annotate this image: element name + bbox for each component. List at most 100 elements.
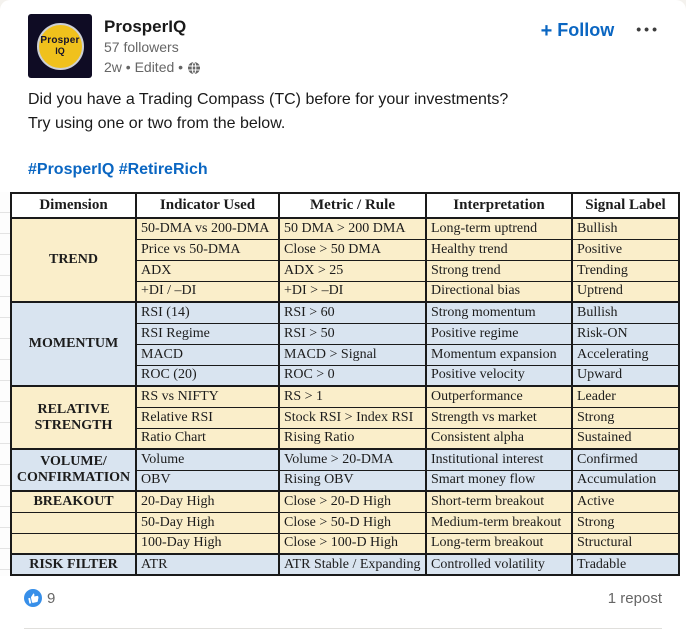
table-cell: Uptrend <box>571 280 680 303</box>
author-name[interactable]: ProsperIQ <box>104 17 187 36</box>
table-cell: Strength vs market <box>425 406 573 429</box>
table-row: RISK FILTER ATR ATR Stable / Expanding Cont… <box>10 553 680 576</box>
table-cell: Leader <box>571 385 680 408</box>
table-cell: Positive velocity <box>425 364 573 387</box>
trading-compass-table: Dimension Indicator Used Metric / Rule Inte… <box>10 192 680 576</box>
follow-button[interactable]: + Follow <box>541 20 615 41</box>
column-header: Dimension <box>10 192 137 219</box>
plus-icon: + <box>540 19 553 42</box>
logo-text: Prosper <box>40 35 80 46</box>
table-row: VOLUME/ CONFIRMATION Volume Volume > 20-DM… <box>10 448 680 492</box>
table-body: TREND 50-DMA vs 200-DMA 50 DMA > 200 DMA Lo… <box>10 217 680 576</box>
table-cell: Tradable <box>571 553 680 576</box>
table-cell: Close > 50 DMA <box>278 238 427 261</box>
table-cell: Ratio Chart <box>135 427 280 450</box>
table-cell: ROC (20) <box>135 364 280 387</box>
post-meta: 2w • Edited • <box>104 58 541 77</box>
table-cell: Close > 100-D High <box>278 532 427 555</box>
table-cell: Active <box>571 490 680 513</box>
post-image-trading-compass-table[interactable]: Dimension Indicator Used Metric / Rule Inte… <box>0 192 680 576</box>
table-row: OBV Rising OBV Smart money flow Accumulatio… <box>11 469 680 492</box>
table-cell: Positive regime <box>425 322 573 345</box>
avatar[interactable]: Prosper IQ <box>28 14 92 78</box>
table-cell: Risk-ON <box>571 322 680 345</box>
table-cell: Medium-term breakout <box>425 511 573 534</box>
table-row: Ratio Chart Rising Ratio Consistent alpha S… <box>11 427 680 450</box>
table-cell: Bullish <box>571 217 680 240</box>
table-row: RSI Regime RSI > 50 Positive regime Risk-ON <box>11 322 680 345</box>
table-row: 50-Day High Close > 50-D High Medium-term … <box>10 511 680 534</box>
table-row: MOMENTUM RSI (14) RSI > 60 Strong momentum B… <box>10 301 680 387</box>
table-cell: Outperformance <box>425 385 573 408</box>
table-cell: Healthy trend <box>425 238 573 261</box>
table-cell: Trending <box>571 259 680 282</box>
more-options-icon[interactable]: ••• <box>636 21 660 37</box>
table-cell: 20-Day High <box>135 490 280 513</box>
repost-count[interactable]: 1 repost <box>607 589 662 607</box>
table-row: MACD MACD > Signal Momentum expansion Accel… <box>11 343 680 366</box>
dimension-cell: TREND <box>10 217 137 303</box>
table-cell: Directional bias <box>425 280 573 303</box>
prosperiq-logo: Prosper IQ <box>36 22 84 70</box>
table-cell: ROC > 0 <box>278 364 427 387</box>
table-cell: ADX <box>135 259 280 282</box>
table-cell: Sustained <box>571 427 680 450</box>
table-cell: Rising Ratio <box>278 427 427 450</box>
table-cell: Accumulation <box>571 469 680 492</box>
table-cell: Stock RSI > Index RSI <box>278 406 427 429</box>
column-header: Interpretation <box>425 192 573 219</box>
table-cell: Positive <box>571 238 680 261</box>
table-cell: +DI > –DI <box>278 280 427 303</box>
table-cell: Strong trend <box>425 259 573 282</box>
thumbs-up-icon <box>27 592 38 604</box>
table-cell: Price vs 50-DMA <box>135 238 280 261</box>
post-age-edited: 2w • Edited • <box>104 59 184 75</box>
table-cell: Close > 50-D High <box>278 511 427 534</box>
post-body-line: Did you have a Trading Compass (TC) befo… <box>28 91 509 108</box>
post-header: Prosper IQ ProsperIQ 57 followers 2w • E… <box>0 0 686 78</box>
dimension-cell <box>10 532 137 555</box>
post-body: Did you have a Trading Compass (TC) befo… <box>0 78 686 136</box>
follow-label: Follow <box>557 20 615 40</box>
table-cell: 50-Day High <box>135 511 280 534</box>
table-cell: Upward <box>571 364 680 387</box>
table-cell: RSI > 50 <box>278 322 427 345</box>
table-cell: 50 DMA > 200 DMA <box>278 217 427 240</box>
table-cell: Rising OBV <box>278 469 427 492</box>
table-cell: +DI / –DI <box>135 280 280 303</box>
table-cell: Accelerating <box>571 343 680 366</box>
table-row: +DI / –DI +DI > –DI Directional bias Uptren… <box>11 280 680 303</box>
logo-text: IQ <box>55 46 65 56</box>
table-cell: MACD <box>135 343 280 366</box>
table-cell: OBV <box>135 469 280 492</box>
reaction-count[interactable]: 9 <box>47 589 56 607</box>
divider <box>24 628 662 629</box>
table-cell: Strong <box>571 406 680 429</box>
table-cell: ATR Stable / Expanding <box>278 553 427 576</box>
table-cell: Volume > 20-DMA <box>278 448 427 471</box>
table-cell: Long-term breakout <box>425 532 573 555</box>
table-cell: Strong <box>571 511 680 534</box>
table-cell: Confirmed <box>571 448 680 471</box>
table-row: ROC (20) ROC > 0 Positive velocity Upward <box>11 364 680 387</box>
table-cell: ADX > 25 <box>278 259 427 282</box>
follower-count: 57 followers <box>104 39 179 55</box>
table-cell: ATR <box>135 553 280 576</box>
spreadsheet-gutter <box>0 192 10 576</box>
social-counts-bar: 9 1 repost <box>0 589 686 607</box>
table-cell: RSI (14) <box>135 301 280 324</box>
table-header-row: Dimension Indicator Used Metric / Rule Inte… <box>10 192 680 219</box>
globe-icon <box>188 61 201 74</box>
table-cell: RS vs NIFTY <box>135 385 280 408</box>
table-cell: RS > 1 <box>278 385 427 408</box>
table-cell: Smart money flow <box>425 469 573 492</box>
table-cell: Strong momentum <box>425 301 573 324</box>
author-block: ProsperIQ 57 followers 2w • Edited • <box>104 14 541 77</box>
table-cell: Long-term uptrend <box>425 217 573 240</box>
table-row: 100-Day High Close > 100-D High Long-term … <box>10 532 680 555</box>
table-cell: Close > 20-D High <box>278 490 427 513</box>
table-cell: 50-DMA vs 200-DMA <box>135 217 280 240</box>
table-row: TREND 50-DMA vs 200-DMA 50 DMA > 200 DMA Lo… <box>10 217 680 303</box>
like-icon[interactable] <box>24 589 42 607</box>
post-hashtags[interactable]: #ProsperIQ #RetireRich <box>28 161 208 178</box>
